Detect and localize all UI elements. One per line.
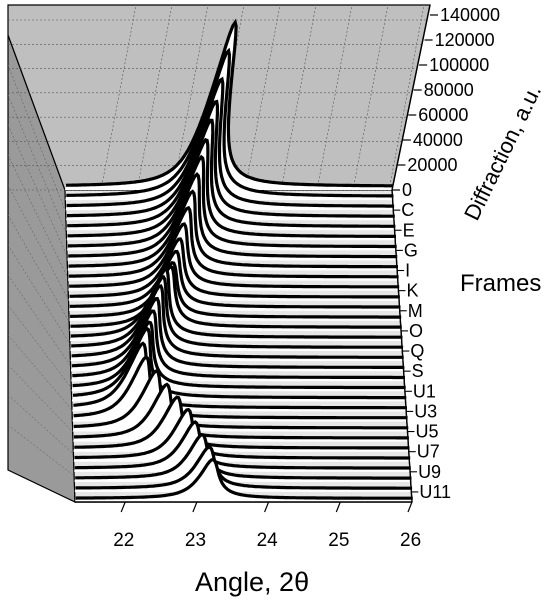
y-tick-label: 140000	[440, 5, 500, 25]
x-tick-mark	[120, 501, 126, 513]
frame-tick-label: U11	[419, 482, 451, 502]
grid-line-vertical	[244, 4, 281, 191]
trace-M	[69, 249, 401, 309]
frame-tick-label: U3	[414, 401, 437, 421]
side-grid-line	[7, 334, 73, 411]
y-tick-label: 100000	[429, 55, 489, 75]
x-tick-label: 23	[185, 530, 206, 551]
trace-H	[68, 172, 398, 259]
trace-P	[70, 267, 403, 339]
side-grid-line	[7, 394, 74, 455]
frame-tick-label: E	[403, 220, 415, 240]
trace-G	[67, 154, 397, 249]
y-tick-label: 120000	[435, 30, 495, 50]
x-tick-label: 26	[400, 530, 421, 551]
trace-U11	[75, 445, 413, 490]
y-tick-label: 80000	[424, 80, 474, 100]
x-tick-mark	[192, 501, 198, 513]
grid-line-vertical	[100, 4, 137, 191]
trace-D	[66, 99, 395, 218]
trace-U3	[73, 341, 407, 410]
trace-B	[66, 47, 394, 198]
grid-line-vertical	[208, 4, 245, 191]
frame-tick-label: Q	[410, 341, 424, 361]
frame-tick-label: G	[404, 240, 418, 260]
x-tick-mark	[335, 501, 341, 513]
trace-R	[71, 284, 404, 359]
trace-U10	[75, 432, 412, 480]
trace-E	[67, 118, 396, 228]
trace-U4	[73, 355, 408, 420]
trace-N	[70, 260, 402, 319]
y-tick-label: 40000	[413, 130, 463, 150]
y-tick-label: 60000	[418, 105, 468, 125]
trace-A	[65, 18, 393, 188]
trace-L	[69, 237, 400, 299]
side-grid-line	[7, 154, 69, 279]
x-tick-label: 22	[113, 530, 134, 551]
trace-S	[71, 296, 405, 369]
trace-Q	[71, 274, 404, 349]
side-grid-line	[7, 364, 74, 433]
grid-line-vertical	[352, 4, 389, 191]
trace-U7	[74, 395, 410, 450]
grid-line-vertical	[280, 4, 317, 191]
x-tick-label: 24	[257, 530, 279, 551]
x-axis-label: Angle, 2θ	[195, 567, 309, 597]
trace-U6	[73, 382, 409, 440]
trace-U2	[72, 326, 407, 400]
frame-tick-label: U5	[415, 422, 438, 442]
grid-line-vertical	[136, 4, 173, 191]
y-axis-label: Diffraction, a.u.	[459, 81, 546, 225]
frame-tick-label: K	[406, 281, 418, 301]
trace-O	[70, 264, 402, 329]
grid-line-vertical	[388, 4, 425, 191]
tick-labels: 22 23 24 25 26 0 20000 40000 60000 80000 100000 120…	[113, 5, 500, 551]
trace-T	[72, 309, 405, 380]
frame-tick-label: U1	[413, 381, 436, 401]
spectra-traces	[65, 18, 413, 502]
trace-fill-L	[68, 239, 400, 301]
frame-tick-label: C	[401, 200, 414, 220]
trace-I	[68, 189, 398, 269]
trace-F	[67, 137, 396, 238]
frame-tick-label: U7	[417, 442, 440, 462]
x-tick-label: 25	[328, 530, 349, 551]
trace-U12	[75, 457, 413, 500]
trace-K	[69, 222, 400, 289]
y-tick-label: 20000	[407, 155, 457, 175]
frame-tick-label: S	[412, 361, 424, 381]
side-grid-line	[7, 94, 67, 235]
side-grid-line	[7, 184, 69, 301]
frame-tick-label: M	[408, 301, 423, 321]
grid-line-vertical	[172, 4, 209, 191]
frames-axis-label: Frames	[460, 270, 541, 297]
side-grid-line	[7, 424, 75, 477]
trace-C	[66, 76, 395, 208]
side-grid-line	[7, 214, 70, 323]
frame-tick-label: O	[409, 321, 423, 341]
trace-U9	[74, 420, 411, 470]
trace-U5	[73, 369, 409, 430]
side-grid-line	[7, 244, 71, 345]
trace-J	[68, 205, 399, 279]
frame-tick-label: U9	[418, 462, 441, 482]
x-tick-mark	[407, 501, 413, 513]
y-tick-label: 0	[402, 180, 412, 200]
frames-axis-line	[391, 189, 413, 503]
back-wall-grid	[7, 4, 427, 477]
frame-tick-label: I	[405, 261, 410, 281]
y-axis-line	[391, 4, 431, 191]
grid-line-vertical	[316, 4, 353, 191]
trace-U8	[74, 407, 411, 460]
axes	[75, 4, 438, 513]
x-tick-mark	[264, 501, 270, 513]
side-grid-line	[7, 274, 71, 367]
side-grid-line	[7, 304, 72, 389]
trace-fill-U7	[73, 397, 410, 452]
